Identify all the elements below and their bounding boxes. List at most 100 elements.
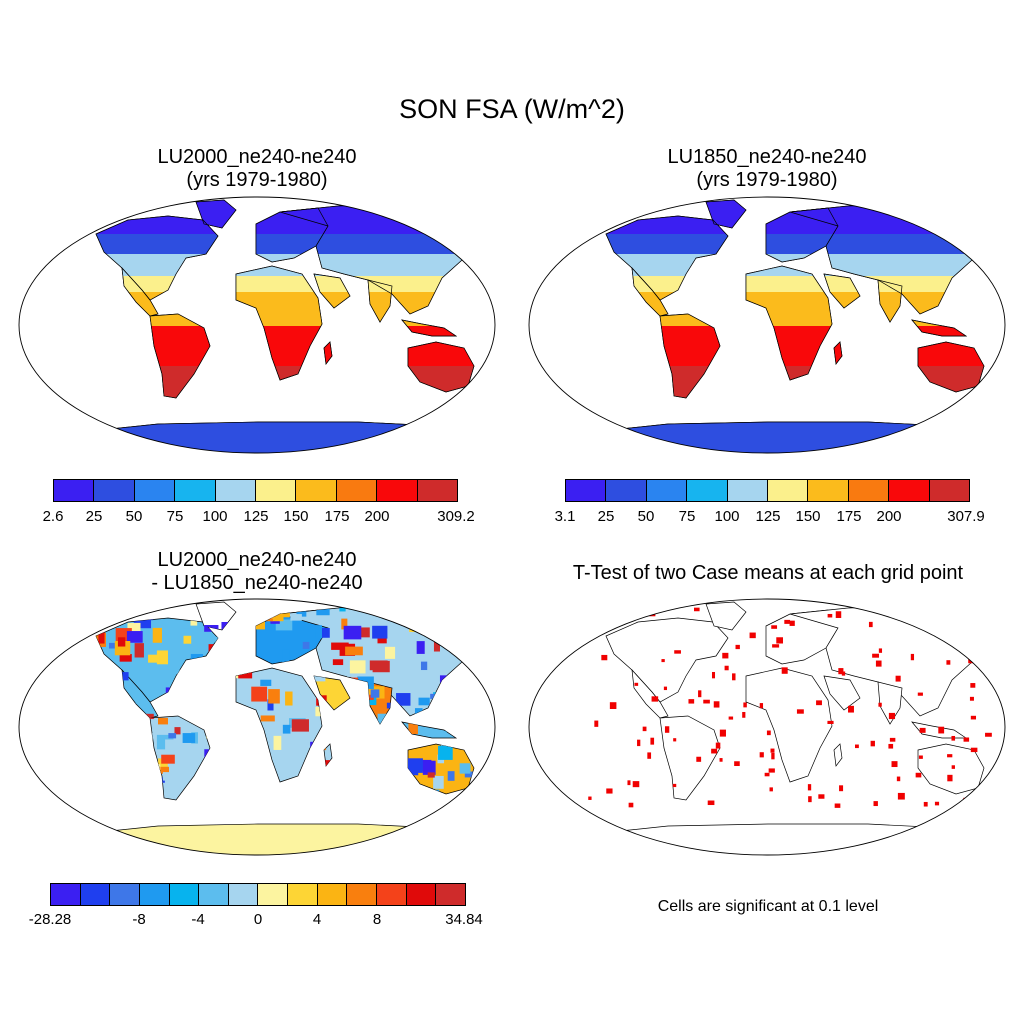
difference-cell	[438, 745, 453, 760]
difference-cell	[464, 771, 476, 778]
significant-cell	[838, 668, 844, 675]
difference-cell	[429, 703, 446, 715]
significant-cell	[970, 715, 977, 720]
map-difference	[18, 598, 496, 856]
cbar2-tick: 100	[714, 508, 740, 525]
difference-cell	[397, 751, 408, 763]
difference-cell	[471, 625, 484, 639]
coastline	[401, 319, 458, 337]
difference-cell	[384, 646, 396, 659]
colorbar-swatch	[110, 884, 140, 905]
land-nz	[479, 377, 491, 401]
difference-cell	[174, 727, 181, 735]
difference-cell	[96, 613, 108, 625]
difference-cell	[84, 759, 95, 770]
significant-cell	[895, 675, 901, 682]
significant-cell	[807, 784, 812, 791]
difference-cell	[463, 621, 474, 628]
colorbar-swatch	[646, 480, 688, 501]
land-camerica	[121, 668, 159, 719]
difference-cell	[480, 658, 488, 672]
significant-cell	[870, 740, 875, 747]
difference-cell	[152, 627, 162, 643]
difference-cell	[332, 659, 344, 666]
land-africa	[745, 667, 833, 783]
difference-cell	[164, 704, 172, 711]
difference-cell	[272, 793, 287, 802]
significance-note: Cells are significant at 0.1 level	[657, 898, 879, 915]
difference-cell	[290, 614, 302, 621]
difference-cell	[451, 627, 467, 640]
difference-cell	[71, 609, 88, 616]
difference-cell	[183, 628, 192, 636]
field-band	[578, 200, 1000, 234]
field-band	[68, 366, 490, 416]
significant-cell	[722, 652, 729, 659]
difference-cell	[265, 604, 274, 619]
difference-cell	[67, 716, 83, 729]
difference-cell	[200, 798, 212, 802]
cbar3-tick: -8	[132, 911, 146, 928]
difference-cell	[423, 789, 440, 802]
difference-cell	[177, 675, 187, 688]
significant-cell	[834, 803, 841, 808]
difference-cell	[273, 735, 282, 750]
difference-cell	[98, 631, 105, 644]
cbar3-tick: 0	[253, 911, 263, 928]
difference-cell	[315, 706, 323, 717]
colorbar-swatch	[228, 884, 259, 905]
significant-cell	[917, 692, 923, 696]
cbar1-tick: 175	[324, 508, 350, 525]
panel2-title-line1: LU1850_ne240-ne240	[667, 146, 867, 168]
land-africa	[235, 667, 323, 783]
significant-cell	[983, 634, 990, 642]
difference-cell	[121, 807, 128, 820]
difference-cell	[277, 810, 283, 820]
significant-cell	[947, 754, 953, 758]
difference-cell	[399, 606, 415, 616]
colorbar-swatch	[929, 480, 970, 501]
difference-cell	[391, 796, 399, 802]
colorbar-lu1850	[565, 479, 970, 502]
difference-cell	[134, 643, 144, 658]
panel4-title: T-Test of two Case means at each grid po…	[520, 562, 1016, 585]
difference-cell	[96, 667, 108, 679]
colorbar-swatch	[288, 884, 318, 905]
difference-cell	[209, 670, 218, 685]
difference-cell	[112, 755, 129, 762]
figure-title: SON FSA (W/m^2)	[399, 94, 625, 124]
coastline	[659, 313, 721, 399]
significant-cell	[768, 768, 775, 773]
cbar1-tick: 309.2	[437, 508, 475, 525]
significant-cell	[594, 720, 599, 727]
difference-cell	[459, 763, 471, 774]
difference-cell	[175, 805, 186, 812]
map-lu2000	[18, 196, 496, 454]
coastline	[195, 199, 237, 229]
colorbar-swatch	[347, 884, 378, 905]
significant-cell	[651, 696, 659, 702]
difference-cell	[363, 797, 376, 802]
significant-cell	[703, 699, 710, 704]
difference-cell	[417, 759, 432, 771]
difference-cell	[453, 638, 463, 649]
difference-cell	[362, 726, 370, 735]
difference-cell	[349, 660, 366, 674]
difference-cell	[416, 641, 425, 654]
difference-cell	[460, 710, 474, 724]
difference-cell	[111, 769, 129, 778]
significant-cell	[673, 738, 677, 742]
field-band	[578, 254, 1000, 276]
difference-cell	[238, 668, 253, 679]
land-nz	[989, 779, 1001, 803]
difference-cell	[405, 758, 423, 773]
difference-cell	[420, 661, 428, 671]
cbar2-tick: 307.9	[947, 508, 985, 525]
difference-cell	[291, 719, 309, 732]
difference-cell	[316, 695, 327, 706]
field-band	[68, 234, 490, 254]
panel3-title-line2: - LU1850_ne240-ne240	[151, 572, 363, 594]
significant-cell	[743, 702, 747, 708]
panel2-title: LU1850_ne240-ne240 (yrs 1979-1980)	[528, 146, 1006, 192]
difference-cell	[115, 755, 129, 770]
